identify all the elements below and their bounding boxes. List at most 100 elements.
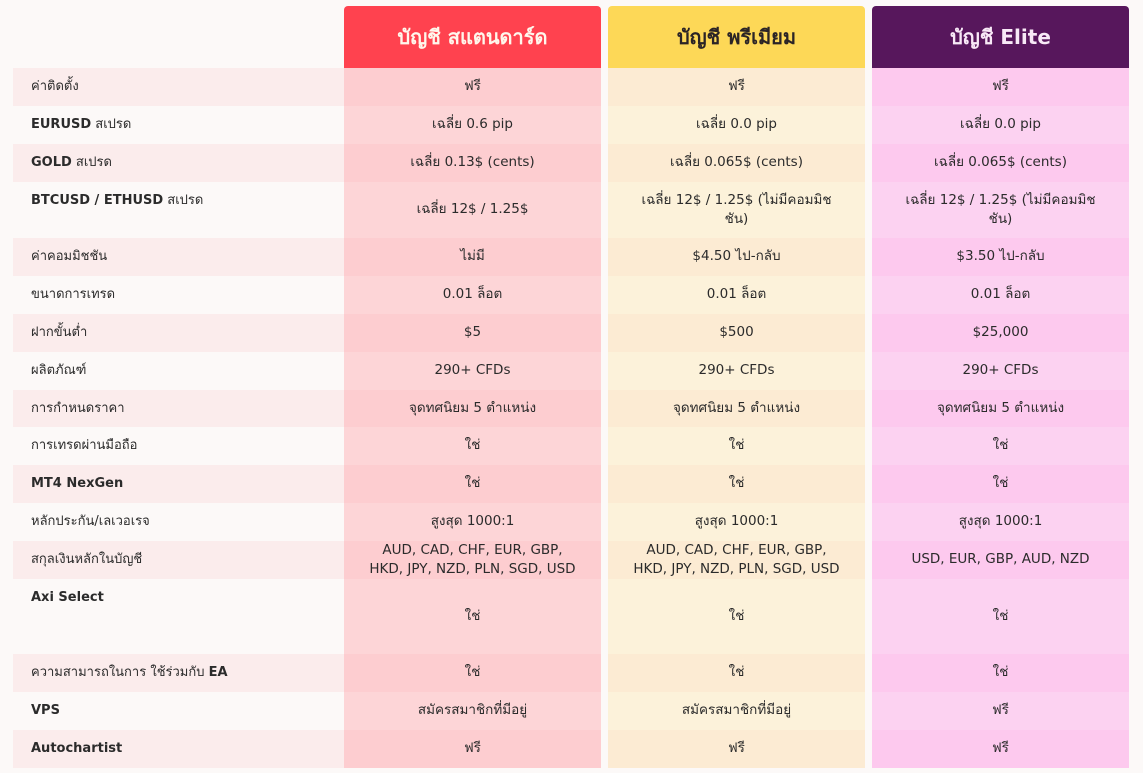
cell-premium: สูงสุด 1000:1	[608, 503, 865, 541]
cell-premium: ใช่	[608, 465, 865, 503]
cell-standard: สูงสุด 1000:1	[344, 503, 601, 541]
row-label-text: ฝากขั้นต่ำ	[31, 325, 88, 340]
row-label: BTCUSD / ETHUSD สเปรด	[13, 182, 344, 238]
row-label: การเทรดผ่านมือถือ	[13, 427, 344, 465]
cell-standard: เฉลี่ย 0.6 pip	[344, 106, 601, 144]
table-row: ค่าคอมมิชชัน ไม่มี $4.50 ไป-กลับ $3.50 ไป-ก…	[13, 238, 1129, 276]
table-row: ผลิตภัณฑ์ 290+ CFDs 290+ CFDs 290+ CFDs	[13, 352, 1129, 390]
cell-elite: ฟรี	[872, 68, 1129, 106]
cell-elite: ใช่	[872, 654, 1129, 692]
cell-elite: ฟรี	[872, 730, 1129, 768]
cell-standard: ฟรี	[344, 68, 601, 106]
cell-standard: ไม่มี	[344, 238, 601, 276]
row-label-bold: GOLD	[31, 155, 72, 170]
row-label-text: ขนาดการเทรด	[31, 287, 116, 302]
table-row: ความสามารถในการ ใช้ร่วมกับ EA ใช่ ใช่ ใช่	[13, 654, 1129, 692]
cell-elite: ฟรี	[872, 692, 1129, 730]
cell-elite: ใช่	[872, 427, 1129, 465]
cell-premium: ใช่	[608, 579, 865, 654]
cell-premium: ใช่	[608, 427, 865, 465]
row-label: Autochartist	[13, 730, 344, 768]
cell-standard: เฉลี่ย 0.13$ (cents)	[344, 144, 601, 182]
cell-elite: USD, EUR, GBP, AUD, NZD	[872, 541, 1129, 579]
cell-standard: $5	[344, 314, 601, 352]
cell-elite: เฉลี่ย 12$ / 1.25$ (ไม่มีคอมมิชชัน)	[872, 182, 1129, 238]
cell-elite: $3.50 ไป-กลับ	[872, 238, 1129, 276]
cell-standard: ฟรี	[344, 730, 601, 768]
row-label-bold: Axi Select	[31, 590, 104, 605]
row-label-text: ค่าคอมมิชชัน	[31, 249, 108, 264]
row-label-text: ค่าติดตั้ง	[31, 79, 79, 94]
cell-premium: จุดทศนิยม 5 ตำแหน่ง	[608, 390, 865, 427]
cell-standard: สมัครสมาชิกที่มีอยู่	[344, 692, 601, 730]
table-row: MT4 NexGen ใช่ ใช่ ใช่	[13, 465, 1129, 503]
cell-premium: AUD, CAD, CHF, EUR, GBP, HKD, JPY, NZD, …	[608, 541, 865, 579]
header-elite-account: บัญชี Elite	[872, 6, 1129, 68]
row-label: ค่าคอมมิชชัน	[13, 238, 344, 276]
cell-premium: สมัครสมาชิกที่มีอยู่	[608, 692, 865, 730]
cell-elite: ใช่	[872, 465, 1129, 503]
row-label-bold: Autochartist	[31, 741, 123, 756]
cell-elite: สูงสุด 1000:1	[872, 503, 1129, 541]
cell-premium: เฉลี่ย 0.0 pip	[608, 106, 865, 144]
row-label-text: ความสามารถในการ ใช้ร่วมกับ	[31, 665, 209, 680]
header-spacer	[13, 6, 344, 68]
cell-standard: ใช่	[344, 654, 601, 692]
row-label-text: การเทรดผ่านมือถือ	[31, 438, 138, 453]
row-label-text: ผลิตภัณฑ์	[31, 363, 87, 378]
cell-premium: ใช่	[608, 654, 865, 692]
cell-standard: AUD, CAD, CHF, EUR, GBP, HKD, JPY, NZD, …	[344, 541, 601, 579]
row-label: ค่าติดตั้ง	[13, 68, 344, 106]
table-row: Autochartist ฟรี ฟรี ฟรี	[13, 730, 1129, 768]
cell-premium: เฉลี่ย 0.065$ (cents)	[608, 144, 865, 182]
cell-premium: $500	[608, 314, 865, 352]
row-label-text: สเปรด	[71, 155, 112, 170]
cell-elite: เฉลี่ย 0.065$ (cents)	[872, 144, 1129, 182]
header-premium-account: บัญชี พรีเมียม	[608, 6, 865, 68]
table-row: Axi Select ใช่ ใช่ ใช่	[13, 579, 1129, 654]
cell-elite: 290+ CFDs	[872, 352, 1129, 390]
cell-premium: 290+ CFDs	[608, 352, 865, 390]
row-label-bold: VPS	[31, 703, 60, 718]
row-label-text: สเปรด	[163, 193, 204, 208]
table-row: GOLD สเปรด เฉลี่ย 0.13$ (cents) เฉลี่ย 0.0…	[13, 144, 1129, 182]
row-label: ความสามารถในการ ใช้ร่วมกับ EA	[13, 654, 344, 692]
row-label-text: การกำหนดราคา	[31, 401, 125, 416]
table-row: สกุลเงินหลักในบัญชี AUD, CAD, CHF, EUR, G…	[13, 541, 1129, 579]
row-label-bold: EURUSD	[31, 117, 92, 132]
table-row: ค่าติดตั้ง ฟรี ฟรี ฟรี	[13, 68, 1129, 106]
row-label: GOLD สเปรด	[13, 144, 344, 182]
cell-premium: ฟรี	[608, 68, 865, 106]
table-row: BTCUSD / ETHUSD สเปรด เฉลี่ย 12$ / 1.25$ เ…	[13, 182, 1129, 238]
table-header: บัญชี สแตนดาร์ด บัญชี พรีเมียม บัญชี Eli…	[13, 6, 1129, 68]
row-label: MT4 NexGen	[13, 465, 344, 503]
row-label: VPS	[13, 692, 344, 730]
cell-premium: 0.01 ล็อต	[608, 276, 865, 314]
cell-standard: 0.01 ล็อต	[344, 276, 601, 314]
cell-elite: $25,000	[872, 314, 1129, 352]
cell-premium: $4.50 ไป-กลับ	[608, 238, 865, 276]
cell-elite: เฉลี่ย 0.0 pip	[872, 106, 1129, 144]
table-body: ค่าติดตั้ง ฟรี ฟรี ฟรี EURUSD สเปรด เฉลี่ย 0.…	[13, 68, 1129, 768]
table-row: การกำหนดราคา จุดทศนิยม 5 ตำแหน่ง จุดทศนิยม…	[13, 390, 1129, 427]
row-label: หลักประกัน/เลเวอเรจ	[13, 503, 344, 541]
row-label-bold: BTCUSD / ETHUSD	[31, 193, 164, 208]
row-label-bold: EA	[208, 665, 228, 680]
row-label-text: หลักประกัน/เลเวอเรจ	[31, 514, 150, 529]
cell-premium: ฟรี	[608, 730, 865, 768]
cell-standard: ใช่	[344, 579, 601, 654]
row-label: EURUSD สเปรด	[13, 106, 344, 144]
row-label-bold: MT4 NexGen	[31, 476, 124, 491]
cell-standard: ใช่	[344, 427, 601, 465]
table-row: หลักประกัน/เลเวอเรจ สูงสุด 1000:1 สูงสุด 1…	[13, 503, 1129, 541]
cell-standard: จุดทศนิยม 5 ตำแหน่ง	[344, 390, 601, 427]
table-row: VPS สมัครสมาชิกที่มีอยู่ สมัครสมาชิกที่มีอ…	[13, 692, 1129, 730]
row-label: การกำหนดราคา	[13, 390, 344, 427]
cell-elite: ใช่	[872, 579, 1129, 654]
table-row: EURUSD สเปรด เฉลี่ย 0.6 pip เฉลี่ย 0.0 pip…	[13, 106, 1129, 144]
row-label: ขนาดการเทรด	[13, 276, 344, 314]
row-label-text: สเปรด	[91, 117, 132, 132]
table-row: การเทรดผ่านมือถือ ใช่ ใช่ ใช่	[13, 427, 1129, 465]
cell-premium: เฉลี่ย 12$ / 1.25$ (ไม่มีคอมมิชชัน)	[608, 182, 865, 238]
cell-standard: ใช่	[344, 465, 601, 503]
